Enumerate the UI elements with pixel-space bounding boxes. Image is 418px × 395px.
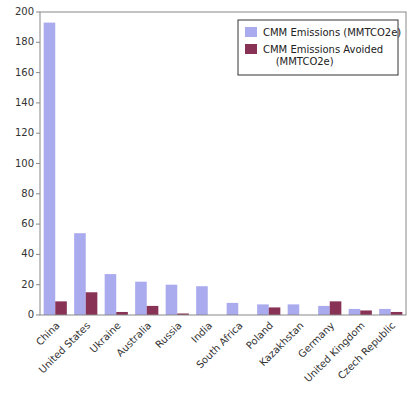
- y-tick: [36, 133, 40, 134]
- y-tick-label: 100: [15, 158, 34, 169]
- bar: [330, 301, 342, 315]
- bar: [379, 309, 391, 315]
- bar: [227, 303, 239, 315]
- bar: [135, 282, 147, 315]
- bar: [86, 292, 98, 315]
- bar: [44, 23, 56, 315]
- y-tick: [36, 284, 40, 285]
- x-tick-label: Russia: [153, 320, 184, 351]
- bar: [360, 310, 372, 315]
- y-tick-label: 160: [15, 67, 34, 78]
- y-axis: 0 20 40 60 80 100 120 140 160 180 200: [15, 6, 40, 320]
- bar: [105, 274, 117, 315]
- bar: [196, 286, 208, 315]
- y-tick-label: 20: [21, 279, 34, 290]
- y-tick-label: 80: [21, 188, 34, 199]
- y-tick: [36, 224, 40, 225]
- x-tick-label: United States: [37, 320, 93, 376]
- bar: [74, 233, 86, 315]
- plot-frame: [40, 12, 406, 315]
- y-tick: [36, 102, 40, 103]
- legend-label-line: CMM Emissions (MMTCO2e): [263, 27, 401, 38]
- y-tick-label: 0: [28, 309, 34, 320]
- legend-swatch: [245, 27, 257, 37]
- x-tick-label: Czech Republic: [336, 320, 398, 382]
- legend-label: CMM Emissions (MMTCO2e): [263, 27, 401, 38]
- x-tick-label: South Africa: [194, 320, 245, 371]
- y-tick-label: 200: [15, 6, 34, 17]
- chart: 0 20 40 60 80 100 120 140 160 180 200 ChinaUnited S…: [0, 0, 418, 395]
- y-tick: [36, 315, 40, 316]
- y-tick: [36, 254, 40, 255]
- bar: [269, 307, 281, 315]
- x-axis: ChinaUnited StatesUkraineAustraliaRussia…: [34, 320, 397, 385]
- x-tick-label: China: [34, 320, 62, 348]
- legend: CMM Emissions (MMTCO2e) CMM Emissions Avo…: [238, 20, 401, 75]
- y-tick-label: 120: [15, 127, 34, 138]
- x-tick-label: India: [189, 320, 214, 345]
- x-tick-label: Kazakhstan: [257, 320, 306, 369]
- legend-label-line: CMM Emissions Avoided: [263, 44, 383, 55]
- bar: [166, 285, 178, 315]
- y-tick: [36, 42, 40, 43]
- bar: [55, 301, 67, 315]
- y-tick-label: 180: [15, 36, 34, 47]
- bar: [318, 306, 330, 315]
- bar: [288, 304, 300, 315]
- y-tick: [36, 12, 40, 13]
- y-tick: [36, 193, 40, 194]
- y-tick-label: 40: [21, 248, 34, 259]
- y-tick-label: 140: [15, 97, 34, 108]
- y-tick: [36, 72, 40, 73]
- legend-swatch: [245, 44, 257, 54]
- legend-label-line: (MMTCO2e): [263, 56, 334, 67]
- y-tick-label: 60: [21, 218, 34, 229]
- bar: [349, 309, 361, 315]
- bar: [257, 304, 269, 315]
- legend-label: CMM Emissions Avoided (MMTCO2e): [263, 44, 383, 67]
- y-tick: [36, 163, 40, 164]
- bar: [147, 306, 159, 315]
- x-tick-label: Australia: [114, 320, 153, 359]
